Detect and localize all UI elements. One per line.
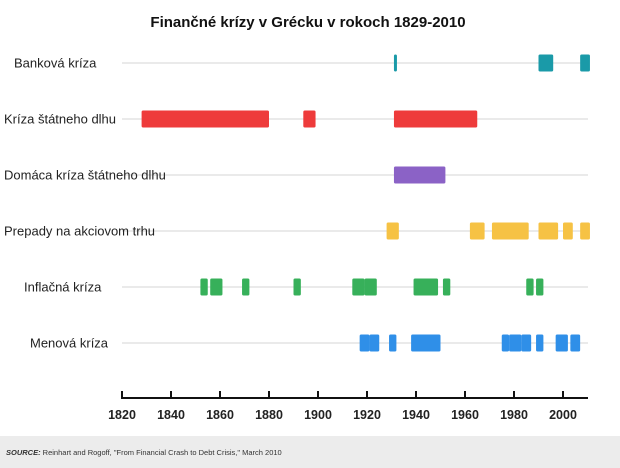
row-6-crisis-bar-4 bbox=[411, 334, 441, 352]
source-label: SOURCE: bbox=[6, 448, 41, 457]
x-tick-label-1900: 1900 bbox=[304, 408, 332, 422]
row-5-crisis-bar-5 bbox=[352, 278, 365, 296]
row-2: Kríza štátneho dlhu bbox=[4, 110, 588, 128]
row-4-crisis-bar-5 bbox=[563, 222, 573, 240]
row-6-crisis-bar-5 bbox=[501, 334, 510, 352]
x-tick-label-1840: 1840 bbox=[157, 408, 185, 422]
x-tick-label-1940: 1940 bbox=[402, 408, 430, 422]
x-axis: 1820 1840 1860 1880 1900 1920 1940 1960 1980 2000 bbox=[108, 391, 588, 422]
row-3-label: Domáca kríza štátneho dlhu bbox=[4, 168, 166, 183]
row-6-crisis-bar-6 bbox=[509, 334, 522, 352]
x-tick-label-1960: 1960 bbox=[451, 408, 479, 422]
row-6-crisis-bar-10 bbox=[570, 334, 581, 352]
x-tick-label-1920: 1920 bbox=[353, 408, 381, 422]
row-6-crisis-bar-1 bbox=[359, 334, 370, 352]
row-4-crisis-bar-4 bbox=[538, 222, 559, 240]
row-5-crisis-bar-2 bbox=[210, 278, 223, 296]
row-5-crisis-bar-1 bbox=[200, 278, 208, 296]
row-6: Menová kríza bbox=[30, 334, 588, 352]
row-1-crisis-bar-1 bbox=[393, 54, 397, 72]
row-1-crisis-bar-3 bbox=[580, 54, 590, 72]
row-3: Domáca kríza štátneho dlhu bbox=[4, 166, 588, 184]
chart-title: Finančné krízy v Grécku v rokoch 1829-20… bbox=[150, 14, 465, 31]
x-tick-label-1860: 1860 bbox=[206, 408, 234, 422]
row-5-crisis-bar-6 bbox=[364, 278, 377, 296]
source-text: Reinhart and Rogoff, "From Financial Cra… bbox=[40, 448, 282, 457]
row-1-label: Banková kríza bbox=[14, 56, 97, 71]
row-6-crisis-bar-7 bbox=[521, 334, 532, 352]
row-4: Prepady na akciovom trhu bbox=[4, 222, 590, 240]
row-5-crisis-bar-8 bbox=[442, 278, 451, 296]
row-6-crisis-bar-8 bbox=[536, 334, 544, 352]
row-4-crisis-bar-6 bbox=[580, 222, 590, 240]
source-footer: SOURCE: Reinhart and Rogoff, "From Finan… bbox=[0, 436, 620, 468]
row-4-crisis-bar-2 bbox=[469, 222, 485, 240]
row-6-label: Menová kríza bbox=[30, 336, 109, 351]
x-tick-label-1980: 1980 bbox=[500, 408, 528, 422]
row-4-label: Prepady na akciovom trhu bbox=[4, 224, 155, 239]
row-4-crisis-bar-1 bbox=[386, 222, 399, 240]
row-5-crisis-bar-7 bbox=[413, 278, 439, 296]
row-2-crisis-bar-3 bbox=[393, 110, 478, 128]
row-5: Inflačná kríza bbox=[24, 278, 588, 296]
row-6-crisis-bar-2 bbox=[369, 334, 380, 352]
row-5-crisis-bar-4 bbox=[293, 278, 301, 296]
row-5-crisis-bar-3 bbox=[242, 278, 250, 296]
row-2-label: Kríza štátneho dlhu bbox=[4, 112, 116, 127]
row-6-crisis-bar-3 bbox=[389, 334, 397, 352]
x-tick-label-2000: 2000 bbox=[549, 408, 577, 422]
row-5-crisis-bar-9 bbox=[526, 278, 534, 296]
x-tick-label-1880: 1880 bbox=[255, 408, 283, 422]
row-2-crisis-bar-1 bbox=[141, 110, 269, 128]
row-1: Banková kríza bbox=[14, 54, 590, 72]
row-2-crisis-bar-2 bbox=[303, 110, 316, 128]
x-tick-label-1820: 1820 bbox=[108, 408, 136, 422]
row-3-crisis-bar-1 bbox=[393, 166, 446, 184]
row-5-label: Inflačná kríza bbox=[24, 280, 102, 295]
row-6-crisis-bar-9 bbox=[555, 334, 568, 352]
row-4-crisis-bar-3 bbox=[491, 222, 529, 240]
row-5-crisis-bar-10 bbox=[536, 278, 544, 296]
row-1-crisis-bar-2 bbox=[538, 54, 554, 72]
timeline-rows: Banková kríza Kríza štátneho dlhu Domáca k… bbox=[4, 54, 590, 352]
